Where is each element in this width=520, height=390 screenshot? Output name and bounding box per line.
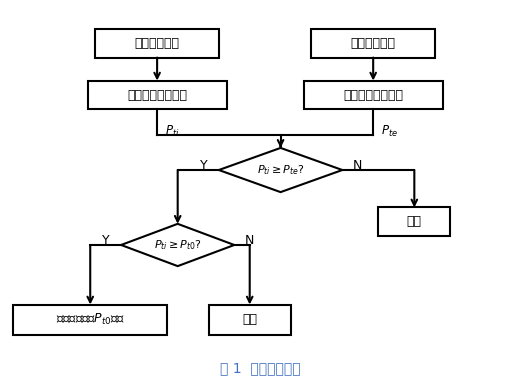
Bar xyxy=(13,305,167,335)
Text: 断网: 断网 xyxy=(242,314,257,326)
Bar xyxy=(311,29,435,58)
Bar xyxy=(209,305,291,335)
Text: 最小辐射功率计算: 最小辐射功率计算 xyxy=(343,89,403,101)
Text: 任务性能要求: 任务性能要求 xyxy=(350,37,396,50)
Text: Y: Y xyxy=(200,159,207,172)
Text: 隐蔽通信要求: 隐蔽通信要求 xyxy=(135,37,179,50)
Polygon shape xyxy=(121,224,235,266)
Text: 最大辐射功率计算: 最大辐射功率计算 xyxy=(127,89,187,101)
Text: $P_{ti}$: $P_{ti}$ xyxy=(165,124,179,139)
Text: 图 1  通断管控策略: 图 1 通断管控策略 xyxy=(219,362,301,376)
Bar xyxy=(379,207,450,236)
Text: N: N xyxy=(245,234,254,247)
Text: $P_{te}$: $P_{te}$ xyxy=(381,124,398,139)
Text: 功能传感器以$P_{t0}$辐射: 功能传感器以$P_{t0}$辐射 xyxy=(56,312,125,328)
Bar xyxy=(95,29,219,58)
Text: Y: Y xyxy=(102,234,110,247)
Text: $P_{ti}\geq P_{t0}$?: $P_{ti}\geq P_{t0}$? xyxy=(154,238,202,252)
Bar xyxy=(304,81,443,110)
Bar xyxy=(88,81,227,110)
Text: $P_{ti}\geq P_{te}$?: $P_{ti}\geq P_{te}$? xyxy=(257,163,305,177)
Polygon shape xyxy=(219,148,342,192)
Text: 断网: 断网 xyxy=(407,215,422,229)
Text: N: N xyxy=(353,159,362,172)
